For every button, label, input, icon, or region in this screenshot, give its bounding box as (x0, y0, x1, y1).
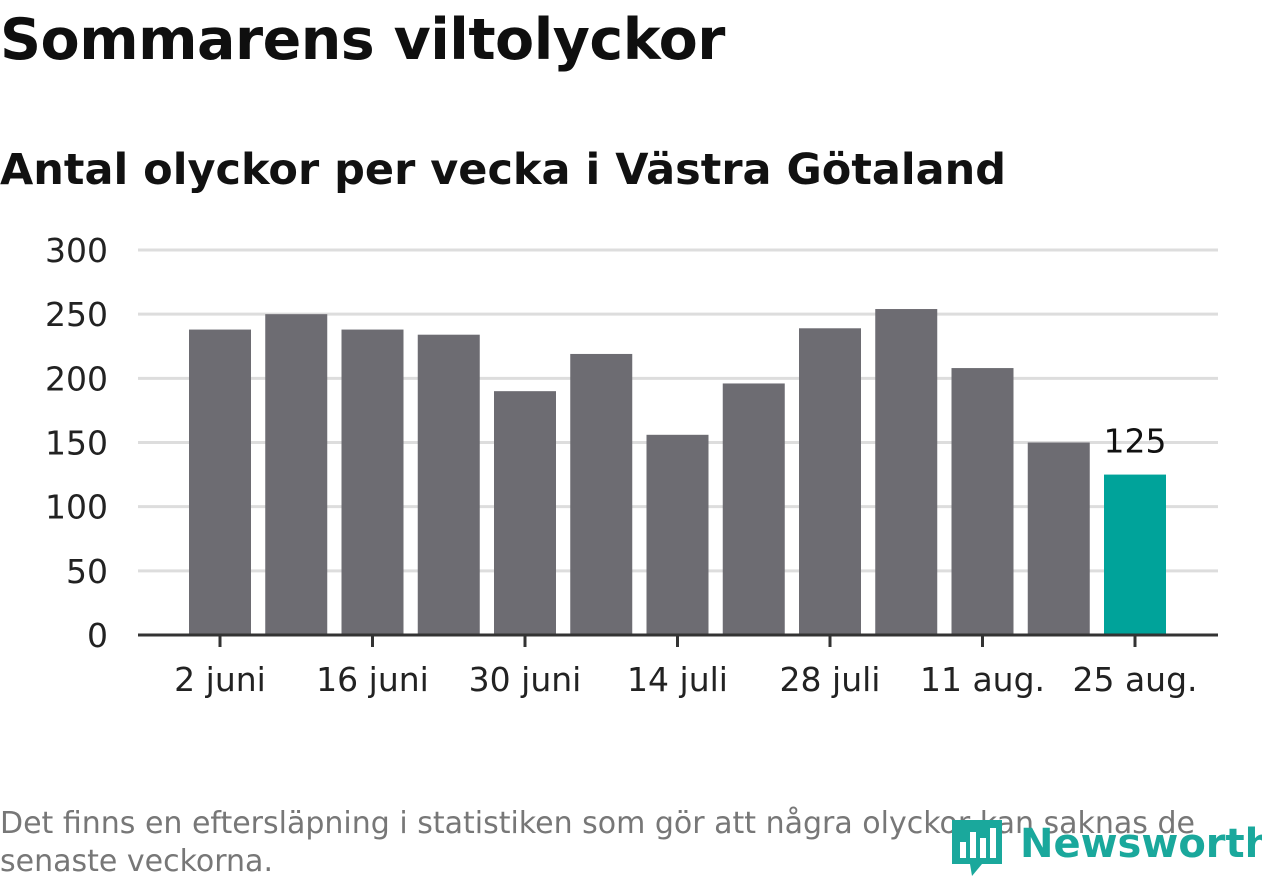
chart-title: Sommarens viltolyckor (0, 7, 725, 73)
bar (722, 383, 785, 635)
bar (875, 309, 938, 635)
bar (189, 329, 251, 635)
bar (799, 328, 861, 635)
x-tick-label: 11 aug. (920, 660, 1045, 699)
bar (494, 391, 556, 635)
x-tick-label: 2 juni (174, 660, 266, 699)
y-tick-label: 200 (45, 359, 108, 398)
bar-chart: 0 50 100 150 200 250 300 2 juni 16 juni 30 juni 1… (45, 231, 1218, 699)
x-tick-label: 28 juli (780, 660, 881, 699)
chart-subtitle: Antal olyckor per vecka i Västra Götalan… (0, 145, 1007, 195)
x-axis (138, 633, 1218, 647)
x-tick-label: 14 juli (627, 660, 728, 699)
bar (570, 353, 633, 635)
bar (1104, 474, 1166, 635)
newsworthy-logo: Newsworthy (948, 814, 1262, 878)
newsworthy-logo-icon (952, 820, 1002, 876)
y-tick-label: 250 (45, 295, 108, 334)
data-label: 125 (1104, 422, 1167, 461)
bar (951, 368, 1014, 635)
bar (341, 329, 404, 635)
bars (189, 309, 1166, 635)
y-tick-label: 0 (87, 616, 108, 655)
x-tick-label: 30 juni (469, 660, 582, 699)
bar (646, 434, 709, 635)
x-tick-label: 25 aug. (1072, 660, 1197, 699)
data-labels: 125 (1104, 422, 1167, 461)
bar (1027, 442, 1090, 635)
brand-name: Newsworthy (1020, 821, 1262, 867)
y-tick-label: 100 (45, 488, 108, 527)
y-tick-label: 50 (66, 552, 108, 591)
y-tick-label: 300 (45, 231, 108, 270)
x-axis-labels: 2 juni 16 juni 30 juni 14 juli 28 juli 11 aug… (174, 660, 1197, 699)
bar (265, 314, 328, 635)
y-tick-label: 150 (45, 424, 108, 463)
bar (417, 334, 480, 635)
y-axis-labels: 0 50 100 150 200 250 300 (45, 231, 108, 655)
x-tick-label: 16 juni (316, 660, 429, 699)
